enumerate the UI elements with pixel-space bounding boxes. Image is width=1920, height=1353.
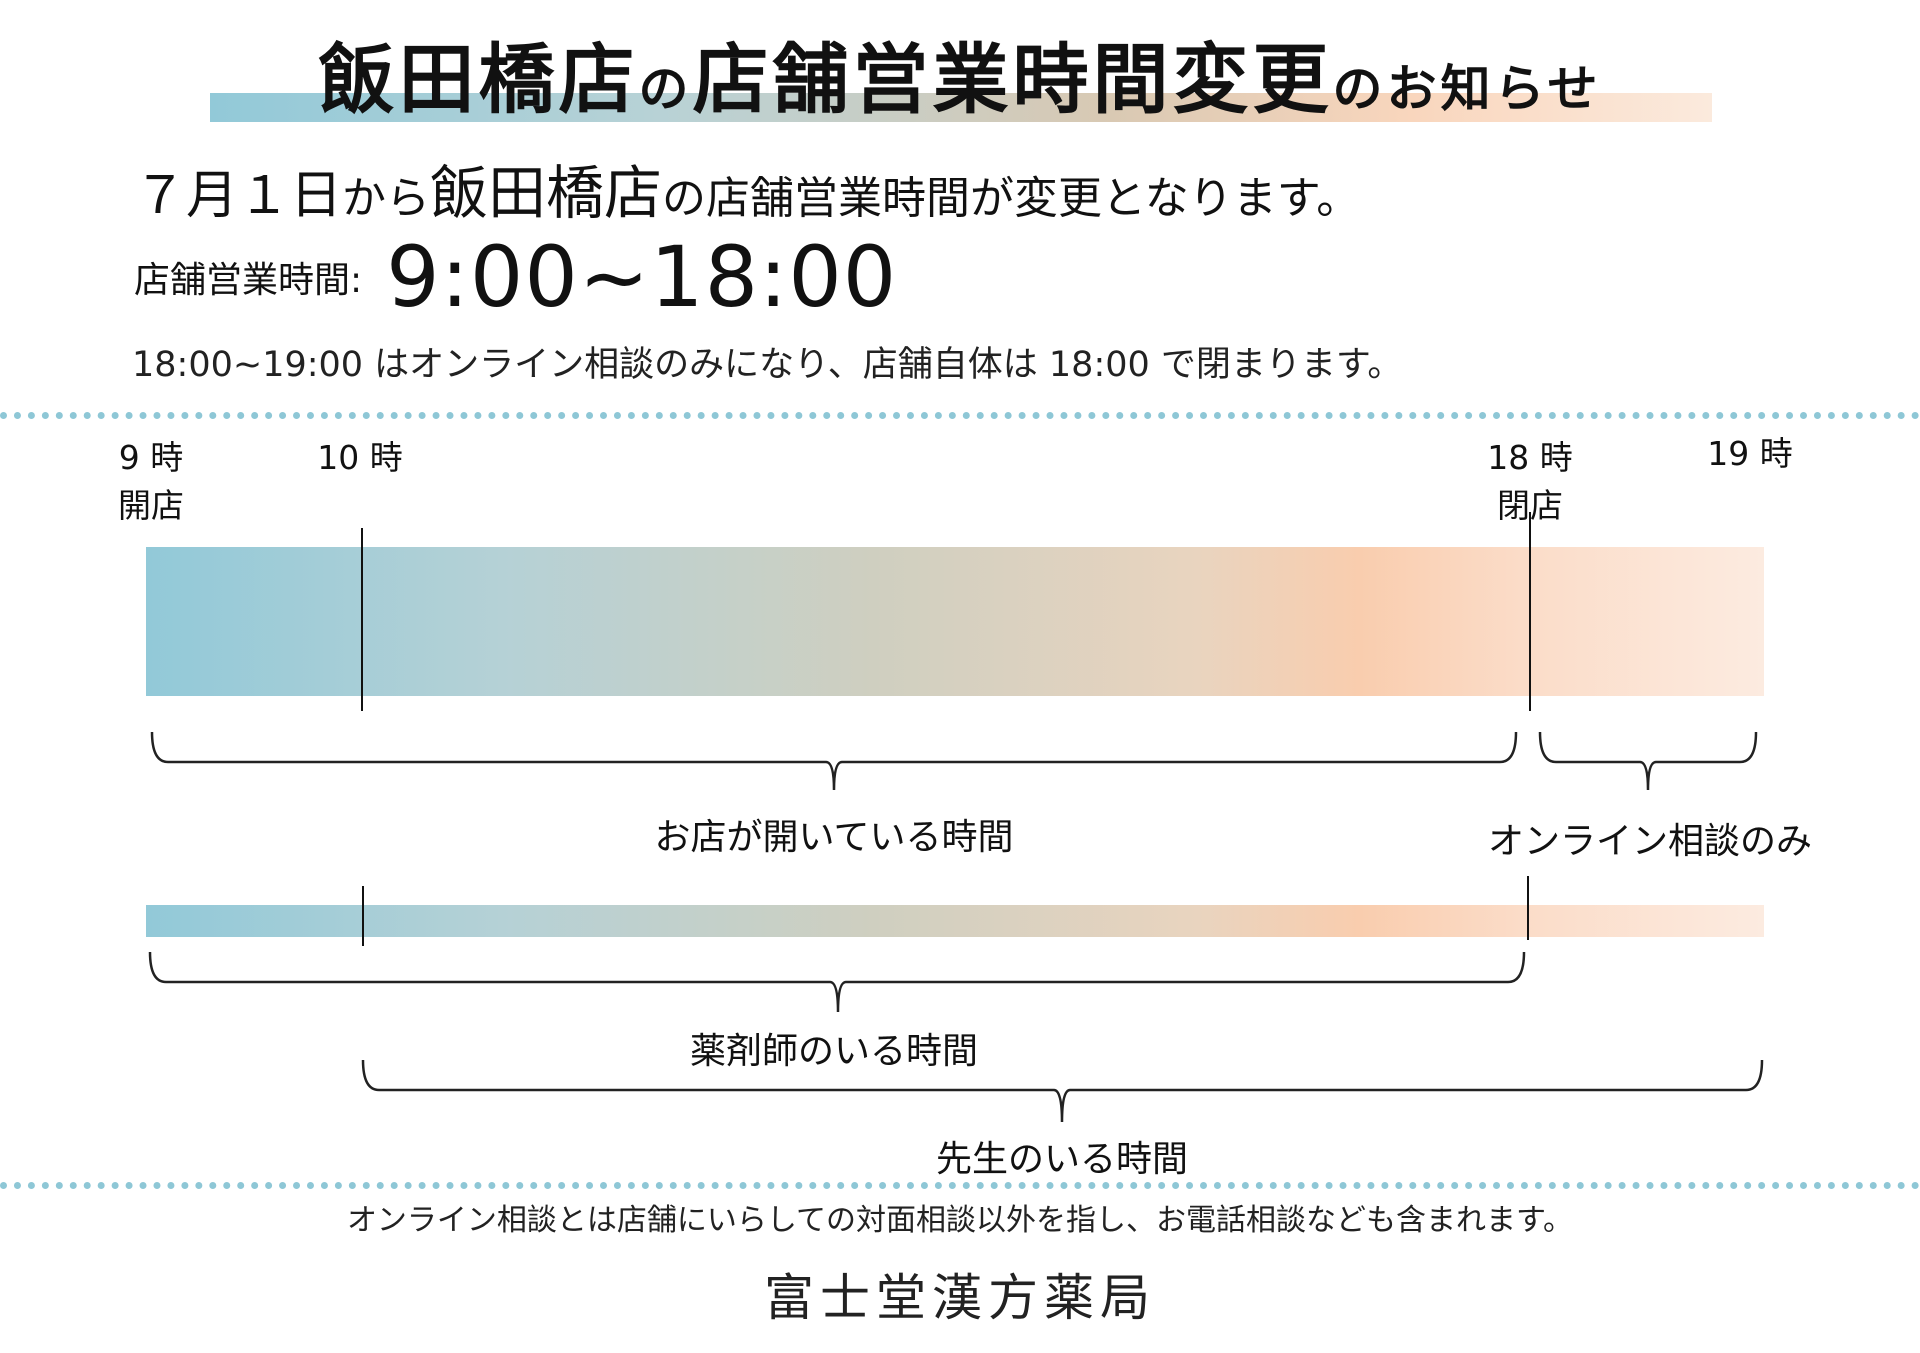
brace-teacher [361,1059,1764,1123]
time-9-open: 開店 [118,486,184,525]
time-9: 9 時 [118,438,184,477]
time-18: 18 時 [1487,438,1573,477]
hours-label: 店舗営業時間: [134,260,363,301]
thin-marker-10 [362,886,364,946]
pharmacy-name: 富士堂漢方薬局 [764,1269,1156,1327]
thin-marker-18 [1527,876,1529,940]
title-change: 店舗営業時間変更 [692,35,1333,124]
label-teacher: 先生のいる時間 [935,1139,1188,1180]
time-label-18: 18 時 閉店 [1470,434,1590,530]
hours-value: 9:00~18:00 [386,228,898,326]
page-title: 飯田橋店の店舗営業時間変更のお知らせ [0,30,1920,130]
label-online-only: オンライン相談のみ [1488,821,1813,862]
intro-store: 飯田橋店 [430,159,663,227]
marker-10 [361,528,363,711]
time-label-10: 10 時 [300,434,420,482]
intro-rest: の店舗営業時間が変更となります。 [662,173,1361,224]
marker-18 [1529,512,1531,711]
brace-online-only [1538,731,1758,791]
time-label-9: 9 時 開店 [96,434,206,530]
hours-row: 店舗営業時間: 9:00~18:00 [134,228,897,328]
label-pharmacist: 薬剤師のいる時間 [689,1031,978,1072]
title-no: の [638,59,693,118]
brace-pharmacist [148,951,1526,1013]
title-underline-gradient [210,93,1712,122]
time-19: 19 時 [1707,434,1793,473]
brace-open-hours [150,731,1518,791]
intro-line: ７月１日から飯田橋店の店舗営業時間が変更となります。 [134,158,1360,234]
bottom-dotted-divider [0,1182,1920,1189]
top-dotted-divider [0,412,1920,419]
title-store: 飯田橋店 [318,35,639,124]
staff-gradient-bar [146,905,1764,937]
online-note: 18:00~19:00 はオンライン相談のみになり、店舗自体は 18:00 で閉… [132,345,1403,385]
time-10: 10 時 [317,438,403,477]
time-label-19: 19 時 [1690,430,1810,478]
intro-date: ７月１日 [134,166,343,226]
label-open-hours: お店が開いている時間 [654,817,1014,858]
hours-gradient-bar [146,547,1764,696]
online-consult-definition: オンライン相談とは店舗にいらしての対面相談以外を指し、お電話相談なども含まれます… [346,1203,1574,1238]
title-notice: のお知らせ [1332,59,1602,118]
intro-kara: から [342,173,431,224]
